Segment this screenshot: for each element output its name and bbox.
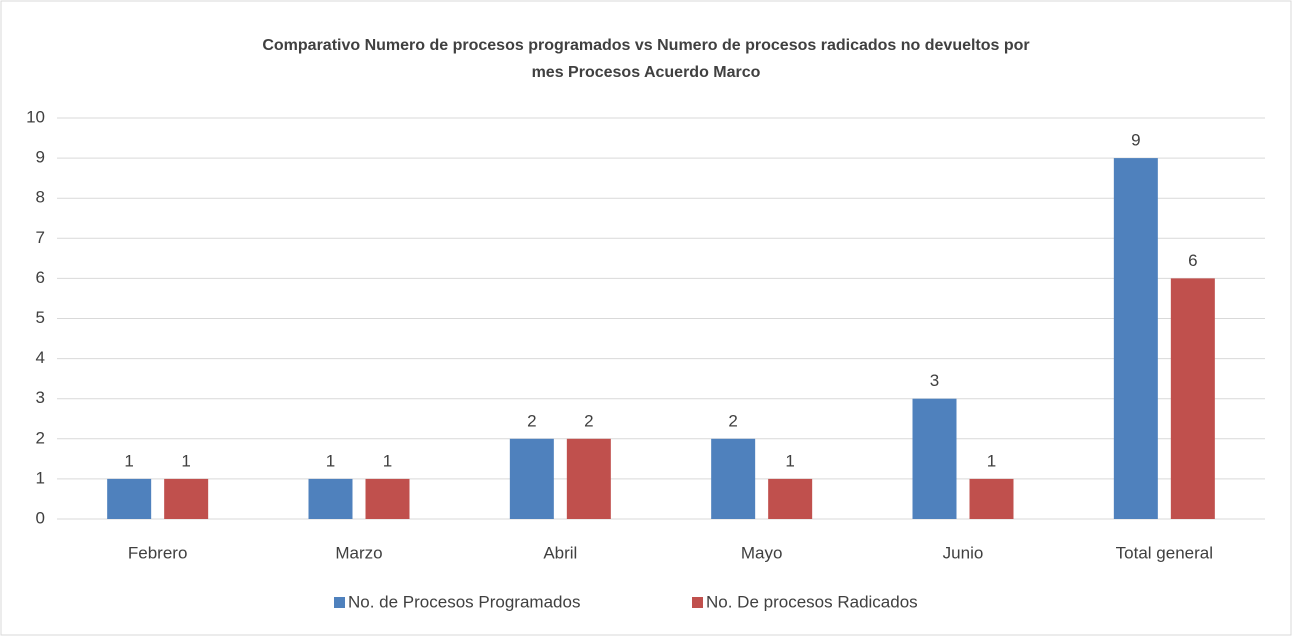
data-label: 2 (584, 411, 593, 430)
y-tick-label: 2 (36, 428, 45, 447)
legend-swatch (692, 597, 703, 608)
y-tick-label: 5 (36, 308, 45, 327)
bar (1170, 278, 1215, 519)
bar (107, 478, 152, 519)
chart-title: mes Procesos Acuerdo Marco (532, 64, 761, 81)
x-tick-label: Marzo (335, 543, 382, 562)
x-tick-label: Abril (543, 543, 577, 562)
y-tick-label: 3 (36, 388, 45, 407)
data-label: 1 (785, 451, 794, 470)
y-tick-label: 4 (36, 348, 45, 367)
data-label: 1 (124, 451, 133, 470)
bar (566, 438, 611, 519)
bar (912, 398, 957, 519)
bar (509, 438, 554, 519)
legend-swatch (334, 597, 345, 608)
bar (365, 478, 410, 519)
data-label: 9 (1131, 131, 1140, 150)
data-label: 3 (930, 371, 939, 390)
x-tick-label: Junio (943, 543, 984, 562)
bar (1113, 158, 1158, 519)
y-tick-label: 0 (36, 508, 45, 527)
y-tick-label: 6 (36, 268, 45, 287)
y-tick-label: 1 (36, 468, 45, 487)
data-label: 6 (1188, 251, 1197, 270)
bar (969, 478, 1014, 519)
data-label: 1 (987, 451, 996, 470)
data-label: 2 (728, 411, 737, 430)
bar (711, 438, 756, 519)
legend-label: No. De procesos Radicados (706, 592, 918, 611)
bar (164, 478, 209, 519)
data-label: 1 (326, 451, 335, 470)
legend-label: No. de Procesos Programados (348, 592, 580, 611)
data-label: 1 (181, 451, 190, 470)
x-tick-label: Total general (1116, 543, 1213, 562)
y-tick-label: 10 (26, 107, 45, 126)
bar (308, 478, 353, 519)
x-tick-label: Mayo (741, 543, 783, 562)
bar (768, 478, 813, 519)
y-tick-label: 9 (36, 148, 45, 167)
y-tick-label: 8 (36, 188, 45, 207)
y-tick-label: 7 (36, 228, 45, 247)
data-label: 1 (383, 451, 392, 470)
chart-title: Comparativo Numero de procesos programad… (262, 37, 1029, 54)
x-tick-label: Febrero (128, 543, 188, 562)
data-label: 2 (527, 411, 536, 430)
